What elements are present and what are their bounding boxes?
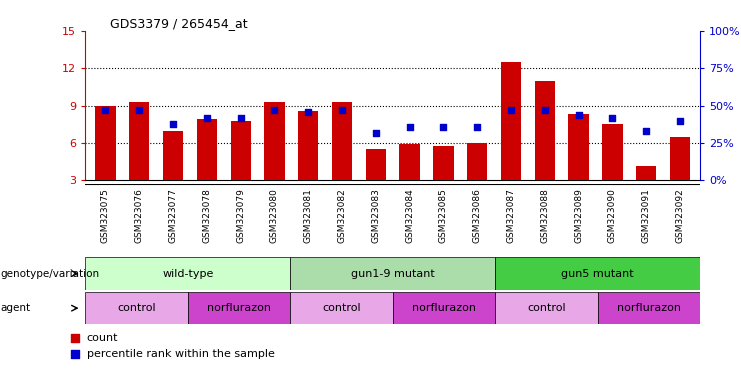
Text: GSM323077: GSM323077 xyxy=(168,188,178,243)
Point xyxy=(201,114,213,121)
Bar xyxy=(495,257,700,290)
Text: gun5 mutant: gun5 mutant xyxy=(562,268,634,279)
Text: GSM323082: GSM323082 xyxy=(338,188,347,243)
Text: GSM323079: GSM323079 xyxy=(236,188,245,243)
Point xyxy=(606,114,618,121)
Point xyxy=(505,107,517,113)
Point xyxy=(471,124,483,130)
Text: gun1-9 mutant: gun1-9 mutant xyxy=(350,268,435,279)
Bar xyxy=(636,166,657,180)
Point xyxy=(539,107,551,113)
Text: GSM323087: GSM323087 xyxy=(507,188,516,243)
Point xyxy=(573,111,585,118)
Bar xyxy=(265,102,285,180)
Text: GSM323080: GSM323080 xyxy=(270,188,279,243)
Point xyxy=(99,107,111,113)
Text: GSM323081: GSM323081 xyxy=(304,188,313,243)
Bar xyxy=(196,119,217,180)
Point xyxy=(302,109,314,115)
Text: count: count xyxy=(87,333,119,343)
Bar xyxy=(85,292,187,324)
Text: control: control xyxy=(117,303,156,313)
Bar xyxy=(568,114,589,180)
Text: GSM323089: GSM323089 xyxy=(574,188,583,243)
Bar xyxy=(467,143,488,180)
Text: percentile rank within the sample: percentile rank within the sample xyxy=(87,349,275,359)
Point xyxy=(70,335,82,341)
Bar xyxy=(187,292,290,324)
Bar xyxy=(290,292,393,324)
Text: GSM323090: GSM323090 xyxy=(608,188,617,243)
Text: GSM323085: GSM323085 xyxy=(439,188,448,243)
Bar xyxy=(598,292,700,324)
Text: norflurazon: norflurazon xyxy=(617,303,681,313)
Bar xyxy=(495,292,598,324)
Point xyxy=(167,121,179,127)
Point xyxy=(437,124,449,130)
Bar xyxy=(85,257,290,290)
Text: GSM323091: GSM323091 xyxy=(642,188,651,243)
Text: GSM323084: GSM323084 xyxy=(405,188,414,243)
Bar xyxy=(366,149,386,180)
Bar xyxy=(163,131,183,180)
Bar xyxy=(399,144,419,180)
Point xyxy=(268,107,280,113)
Text: GSM323075: GSM323075 xyxy=(101,188,110,243)
Text: GSM323083: GSM323083 xyxy=(371,188,380,243)
Bar xyxy=(230,121,250,180)
Bar xyxy=(501,62,521,180)
Point xyxy=(336,107,348,113)
Text: wild-type: wild-type xyxy=(162,268,213,279)
Text: GSM323092: GSM323092 xyxy=(676,188,685,243)
Point xyxy=(70,351,82,357)
Bar xyxy=(670,137,690,180)
Point xyxy=(674,118,686,124)
Bar xyxy=(298,111,319,180)
Point xyxy=(235,114,247,121)
Bar xyxy=(290,257,495,290)
Text: genotype/variation: genotype/variation xyxy=(0,268,99,279)
Bar xyxy=(96,106,116,180)
Text: GSM323088: GSM323088 xyxy=(540,188,549,243)
Bar xyxy=(535,81,555,180)
Text: control: control xyxy=(322,303,361,313)
Bar xyxy=(602,124,622,180)
Bar xyxy=(393,292,495,324)
Text: GDS3379 / 265454_at: GDS3379 / 265454_at xyxy=(110,17,247,30)
Text: GSM323076: GSM323076 xyxy=(135,188,144,243)
Text: norflurazon: norflurazon xyxy=(207,303,271,313)
Point xyxy=(404,124,416,130)
Bar xyxy=(433,146,453,180)
Text: GSM323086: GSM323086 xyxy=(473,188,482,243)
Text: norflurazon: norflurazon xyxy=(412,303,476,313)
Point xyxy=(640,128,652,134)
Bar xyxy=(129,102,150,180)
Text: agent: agent xyxy=(0,303,30,313)
Bar xyxy=(332,102,352,180)
Point xyxy=(133,107,145,113)
Point xyxy=(370,129,382,136)
Text: GSM323078: GSM323078 xyxy=(202,188,211,243)
Text: control: control xyxy=(527,303,566,313)
